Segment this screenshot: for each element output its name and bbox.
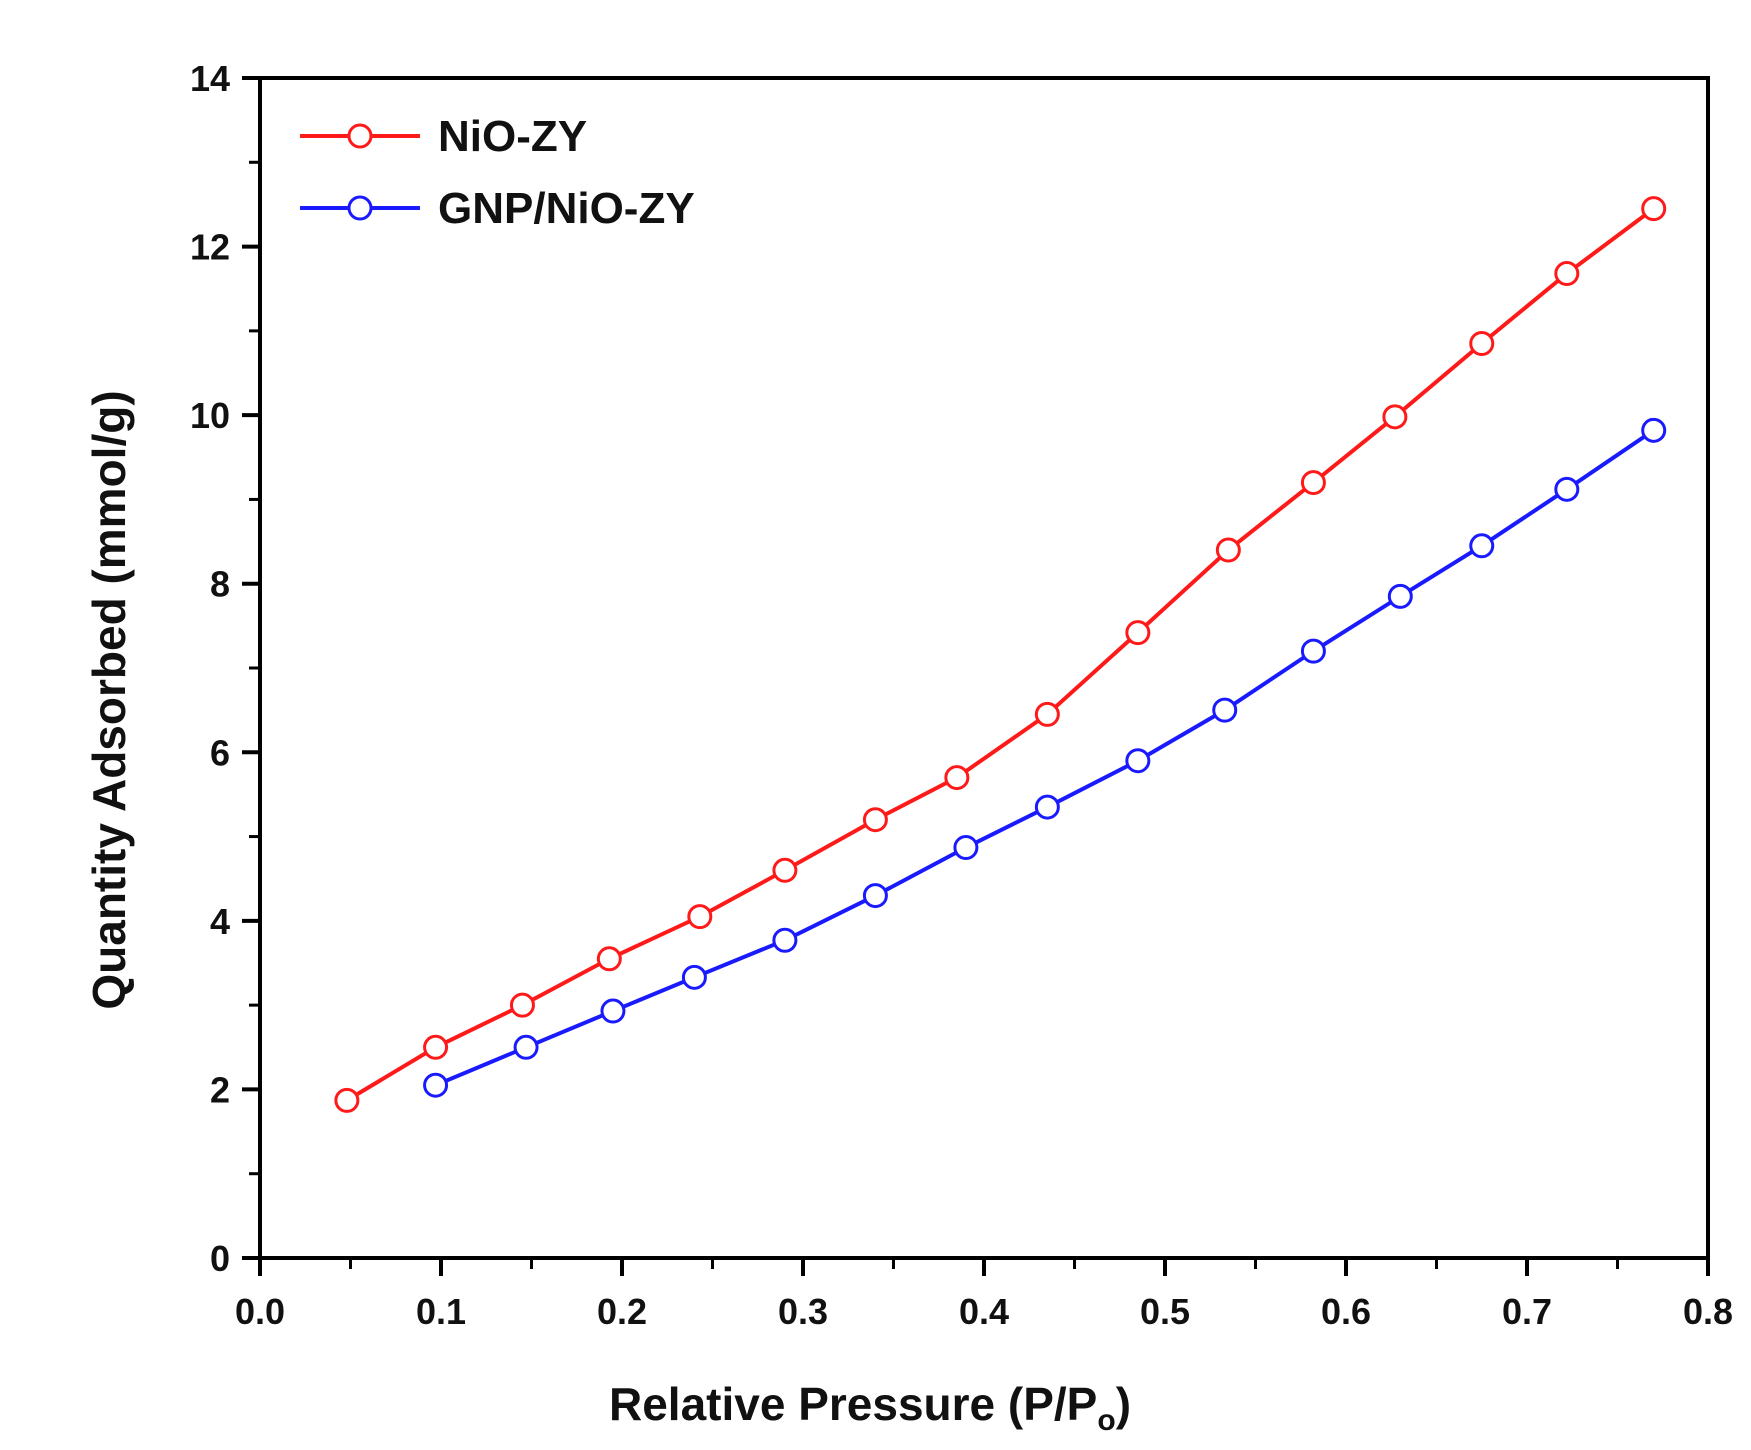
data-point (862, 807, 888, 833)
x-tick-label: 0.1 (416, 1291, 466, 1332)
data-point (1125, 748, 1151, 774)
data-point (944, 765, 970, 791)
data-point (1212, 697, 1238, 723)
data-point (513, 1034, 539, 1060)
legend-label: GNP/NiO-ZY (438, 184, 695, 233)
x-tick-label: 0.6 (1321, 1291, 1371, 1332)
data-point (681, 964, 707, 990)
x-axis-label-close: ) (1116, 1378, 1131, 1430)
data-point (1387, 583, 1413, 609)
data-point (1554, 476, 1580, 502)
data-point (687, 904, 713, 930)
data-point (1382, 404, 1408, 430)
data-point (423, 1034, 449, 1060)
y-tick-label: 12 (190, 227, 230, 268)
data-point (1034, 701, 1060, 727)
legend-label: NiO-ZY (438, 112, 587, 161)
y-tick-label: 8 (210, 564, 230, 605)
data-point (600, 998, 626, 1024)
y-axis-label: Quantity Adsorbed (mmol/g) (83, 390, 135, 1009)
x-tick-label: 0.0 (235, 1291, 285, 1332)
x-axis-label-main: Relative Pressure (P/P (609, 1378, 1097, 1430)
data-point (1641, 417, 1667, 443)
series-1 (423, 417, 1667, 1098)
data-point (1034, 794, 1060, 820)
x-tick-label: 0.8 (1683, 1291, 1733, 1332)
y-tick-label: 4 (210, 901, 230, 942)
series-0 (334, 196, 1667, 1113)
data-point (334, 1087, 360, 1113)
x-axis-label: Relative Pressure (P/Po) (609, 1378, 1131, 1437)
y-tick-label: 10 (190, 395, 230, 436)
x-tick-label: 0.7 (1502, 1291, 1552, 1332)
data-point (596, 946, 622, 972)
x-tick-label: 0.4 (959, 1291, 1009, 1332)
data-point (772, 927, 798, 953)
data-point (509, 992, 535, 1018)
x-tick-label: 0.3 (778, 1291, 828, 1332)
data-point (1215, 537, 1241, 563)
data-point (423, 1072, 449, 1098)
data-point (1300, 638, 1326, 664)
data-point (1300, 470, 1326, 496)
data-point (1469, 331, 1495, 356)
legend: NiO-ZY GNP/NiO-ZY (300, 112, 695, 233)
x-tick-label: 0.2 (597, 1291, 647, 1332)
legend-item-0: NiO-ZY (300, 112, 587, 161)
data-point (1641, 196, 1667, 222)
plot-frame (258, 76, 1710, 1260)
y-axis-ticks: 0 2 4 6 8 10 12 14 (190, 58, 260, 1279)
data-point (772, 857, 798, 883)
plot-border (258, 76, 1710, 1260)
y-tick-label: 14 (190, 58, 230, 99)
data-point (953, 835, 979, 861)
y-tick-label: 2 (210, 1069, 230, 1110)
x-axis-ticks: 0.0 0.1 0.2 0.3 0.4 0.5 0.6 0.7 0.8 (235, 1258, 1733, 1332)
data-point (1125, 620, 1151, 646)
legend-marker (347, 123, 373, 149)
x-axis-label-subscript: o (1097, 1404, 1115, 1437)
data-point (1469, 533, 1495, 559)
data-point (862, 883, 888, 909)
series-layer (334, 196, 1667, 1113)
series-line (434, 428, 1655, 1088)
legend-item-1: GNP/NiO-ZY (300, 184, 695, 233)
series-line (345, 207, 1655, 1103)
y-tick-label: 0 (210, 1238, 230, 1279)
legend-marker (347, 195, 373, 221)
y-tick-label: 6 (210, 732, 230, 773)
data-point (1554, 261, 1580, 287)
x-tick-label: 0.5 (1140, 1291, 1190, 1332)
